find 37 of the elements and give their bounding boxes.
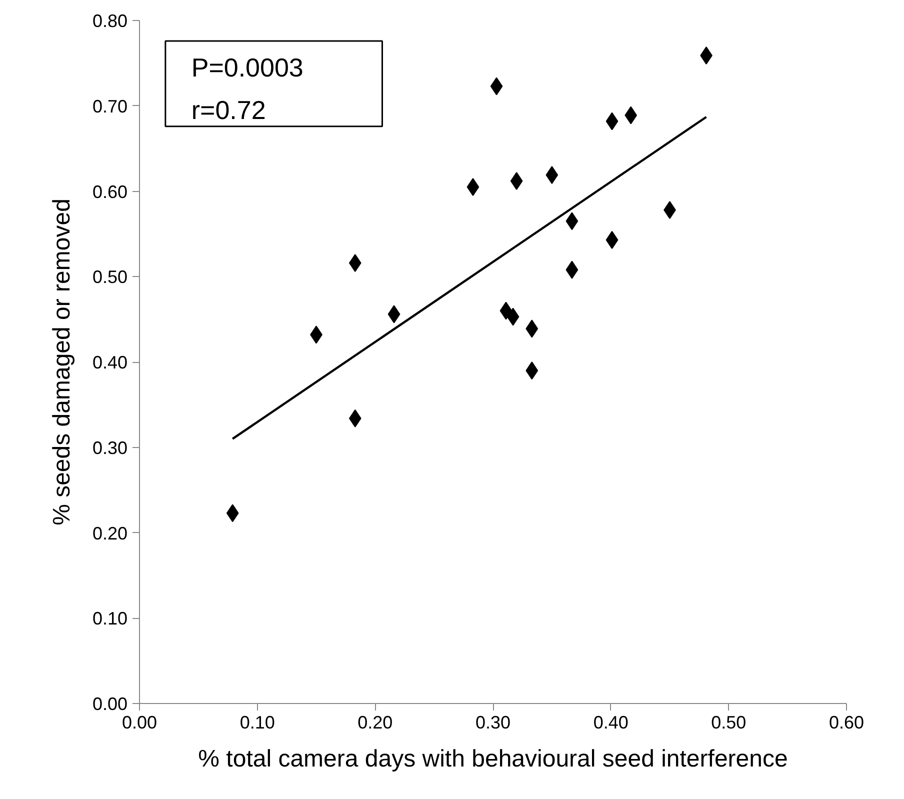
point [388,305,400,324]
point [566,212,578,230]
y-tick-label: 0.80 [92,11,128,31]
y-axis-title: % seeds damaged or removed [48,198,76,526]
point [348,409,362,428]
y-tick-label: 0.60 [92,182,128,202]
x-tick-label: 0.10 [240,712,275,732]
y-tick-label: 0.40 [92,352,128,372]
x-axis-title: % total camera days with behavioural seed interference [198,746,788,772]
y-tick-label: 0.30 [92,438,128,458]
point [348,254,362,272]
annotation: P=0.0003 [191,52,304,82]
point [490,77,503,96]
point [624,106,638,124]
x-tick-label: 0.00 [122,712,158,732]
point [606,112,618,130]
x-tick-label: 0.60 [828,712,864,732]
y-tick-label: 0.00 [92,694,128,714]
point [566,260,578,279]
point [510,172,523,190]
y-tick-label: 0.70 [92,96,128,116]
y-tick-label: 0.10 [92,608,128,629]
point [606,230,618,249]
point [226,504,239,522]
point [466,178,480,196]
x-tick-label: 0.20 [358,712,393,732]
point [526,362,538,380]
point [546,166,558,184]
annotation: r=0.72 [191,95,266,126]
y-tick-label: 0.20 [92,523,128,544]
point [500,302,512,320]
x-tick-label: 0.50 [711,712,746,732]
x-tick-label: 0.30 [475,712,511,732]
point [506,308,520,326]
y-tick-label: 0.50 [92,267,128,288]
x-tick-label: 0.40 [593,712,628,732]
point [526,320,538,338]
